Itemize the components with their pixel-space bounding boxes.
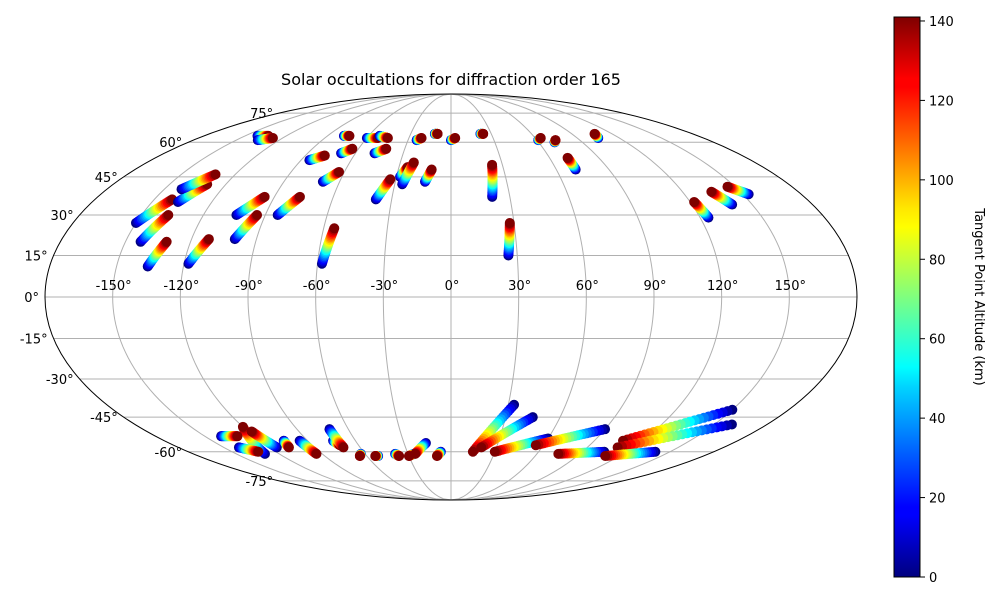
data-point: [311, 448, 322, 459]
latitude-tick-label: -30°: [46, 373, 74, 388]
longitude-tick-label: -90°: [235, 279, 263, 294]
colorbar-ticks: 0 20 40 60 80 100 120 140: [920, 15, 954, 586]
latitude-tick-label: -15°: [20, 333, 48, 348]
longitude-tick-label: -150°: [96, 279, 132, 294]
data-point: [319, 150, 330, 161]
latitude-tick-label: 30°: [51, 209, 74, 224]
data-point: [246, 426, 257, 437]
data-point: [530, 440, 541, 451]
meridian-line: [450, 94, 790, 500]
map-outline: [44, 93, 858, 501]
latitude-tick-label: -45°: [90, 411, 118, 426]
longitude-tick-label: 60°: [576, 279, 599, 294]
colorbar-tick-label: 100: [929, 174, 954, 189]
data-point: [467, 446, 478, 457]
data-point: [478, 128, 489, 139]
data-point: [722, 181, 733, 192]
colorbar-tick-label: 140: [929, 15, 954, 30]
data-point: [476, 442, 487, 453]
colorbar-gradient: [893, 16, 921, 578]
data-point: [161, 236, 172, 247]
data-point: [550, 135, 561, 146]
longitude-tick-label: -60°: [303, 279, 331, 294]
colorbar-tick-label: 0: [929, 571, 937, 586]
colorbar-tick-label: 80: [929, 253, 946, 268]
data-point: [553, 448, 564, 459]
longitude-tick-label: 150°: [775, 279, 806, 294]
data-point: [163, 209, 174, 220]
longitude-tick-label: -30°: [370, 279, 398, 294]
latitude-tick-label: 75°: [250, 107, 273, 122]
data-point: [347, 143, 358, 154]
data-point: [210, 169, 221, 180]
data-point: [426, 164, 437, 175]
colorbar-label: Tangent Point Altitude (km): [971, 207, 986, 385]
data-point: [410, 448, 421, 459]
occultation-tracks: [130, 128, 754, 462]
data-point: [237, 421, 248, 432]
colorbar-tick-label: 60: [929, 333, 946, 348]
latitude-tick-label: 15°: [25, 249, 48, 264]
data-point: [385, 174, 396, 185]
data-point: [689, 196, 700, 207]
data-point: [232, 431, 243, 442]
data-point: [329, 223, 340, 234]
latitude-tick-label: 45°: [95, 171, 118, 186]
data-point: [344, 130, 355, 141]
data-point: [294, 191, 305, 202]
longitude-tick-label: 120°: [707, 279, 738, 294]
data-point: [394, 451, 405, 462]
meridian-line: [112, 94, 452, 500]
data-point: [535, 132, 546, 143]
latitude-tick-label: 60°: [159, 136, 182, 151]
longitude-tick-label: 90°: [643, 279, 666, 294]
data-point: [431, 451, 442, 462]
data-point: [589, 128, 600, 139]
latitude-tick-label: -75°: [245, 475, 273, 490]
data-point: [381, 143, 392, 154]
data-point: [253, 446, 264, 457]
longitude-tick-label: 30°: [508, 279, 531, 294]
latitude-tick-label: 0°: [24, 291, 39, 306]
colorbar-tick-label: 40: [929, 412, 946, 427]
chart-title: Solar occultations for diffraction order…: [281, 70, 621, 89]
data-point: [450, 132, 461, 143]
data-point: [432, 128, 443, 139]
data-point: [416, 132, 427, 143]
data-point: [334, 166, 345, 177]
latitude-tick-label: -60°: [155, 446, 183, 461]
colorbar-tick-label: 20: [929, 492, 946, 507]
data-point: [487, 159, 498, 170]
data-point: [370, 451, 381, 462]
data-point: [354, 451, 365, 462]
data-point: [252, 209, 263, 220]
data-point: [382, 132, 393, 143]
data-point: [489, 446, 500, 457]
data-point: [338, 442, 349, 453]
data-point: [408, 157, 419, 168]
data-point: [562, 152, 573, 163]
data-point: [600, 451, 611, 462]
data-point: [259, 191, 270, 202]
data-point: [203, 234, 214, 245]
data-point: [706, 186, 717, 197]
colorbar-tick-label: 120: [929, 94, 954, 109]
colorbar: 0 20 40 60 80 100 120 140 Tangent Point Altitud…: [893, 15, 986, 586]
data-point: [267, 132, 278, 143]
tick-labels: -150° -120° -90° -60° -30° 0° 30° 60° 90° 120° 150…: [20, 107, 806, 490]
longitude-tick-label: 0°: [445, 279, 460, 294]
longitude-tick-label: -120°: [163, 279, 199, 294]
data-point: [283, 442, 294, 453]
data-point: [504, 217, 515, 228]
